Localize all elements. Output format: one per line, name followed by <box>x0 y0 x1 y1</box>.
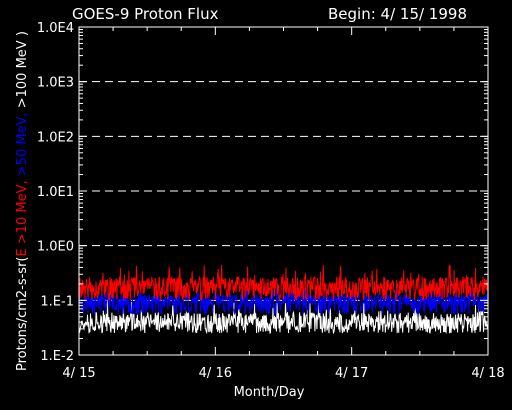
y-tick-label-6: 1.E-2 <box>40 349 74 364</box>
grid-lines <box>79 81 488 301</box>
y-tick-label-1: 1.0E3 <box>37 76 74 91</box>
series-line-2 <box>78 300 489 335</box>
x-tick-label-3: 4/ 18 <box>471 366 504 381</box>
series-line-1 <box>78 286 489 316</box>
y-tick-label-0: 1.0E4 <box>37 21 74 36</box>
data-series <box>78 264 489 335</box>
x-axis-label: Month/Day <box>234 385 305 400</box>
chart-title: GOES-9 Proton Flux <box>72 5 219 23</box>
y-label-prefix: Protons/cm2-s-sr( <box>15 257 30 372</box>
y-label-blue-part: >50 MeV, <box>15 112 30 180</box>
x-tick-label-0: 4/ 15 <box>62 366 95 381</box>
y-tick-label-4: 1.0E0 <box>37 240 74 255</box>
y-tick-label-3: 1.0E1 <box>37 185 74 200</box>
begin-date-label: Begin: 4/ 15/ 1998 <box>328 5 467 23</box>
plot-frame <box>78 26 489 356</box>
y-axis-label: Protons/cm2-s-sr(E >10 MeV, >50 MeV, >10… <box>15 31 30 371</box>
x-tick-label-2: 4/ 17 <box>335 366 368 381</box>
y-label-white-part: >100 MeV ) <box>15 31 30 112</box>
axis-ticks: 1.0E4 1.0E3 1.0E2 1.0E1 1.0E0 1.E-1 1.E-2 4/ 15… <box>37 21 505 381</box>
y-tick-label-2: 1.0E2 <box>37 130 74 145</box>
x-tick-label-1: 4/ 16 <box>199 366 232 381</box>
y-label-red-part: E >10 MeV, <box>15 180 30 256</box>
y-tick-label-5: 1.E-1 <box>40 294 74 309</box>
series-line-0 <box>78 264 489 302</box>
